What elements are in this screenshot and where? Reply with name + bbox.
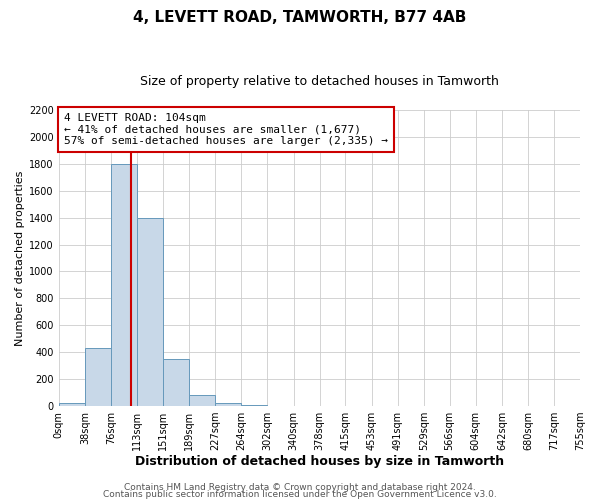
Y-axis label: Number of detached properties: Number of detached properties bbox=[15, 170, 25, 346]
Bar bbox=[163, 359, 189, 406]
Bar bbox=[111, 164, 137, 406]
Bar bbox=[189, 395, 215, 406]
Bar bbox=[137, 218, 163, 406]
Text: Contains public sector information licensed under the Open Government Licence v3: Contains public sector information licen… bbox=[103, 490, 497, 499]
Bar bbox=[85, 348, 111, 406]
Text: Contains HM Land Registry data © Crown copyright and database right 2024.: Contains HM Land Registry data © Crown c… bbox=[124, 484, 476, 492]
Bar bbox=[215, 402, 241, 406]
Text: 4, LEVETT ROAD, TAMWORTH, B77 4AB: 4, LEVETT ROAD, TAMWORTH, B77 4AB bbox=[133, 10, 467, 25]
X-axis label: Distribution of detached houses by size in Tamworth: Distribution of detached houses by size … bbox=[135, 454, 504, 468]
Text: 4 LEVETT ROAD: 104sqm
← 41% of detached houses are smaller (1,677)
57% of semi-d: 4 LEVETT ROAD: 104sqm ← 41% of detached … bbox=[64, 113, 388, 146]
Title: Size of property relative to detached houses in Tamworth: Size of property relative to detached ho… bbox=[140, 75, 499, 88]
Bar bbox=[59, 404, 85, 406]
